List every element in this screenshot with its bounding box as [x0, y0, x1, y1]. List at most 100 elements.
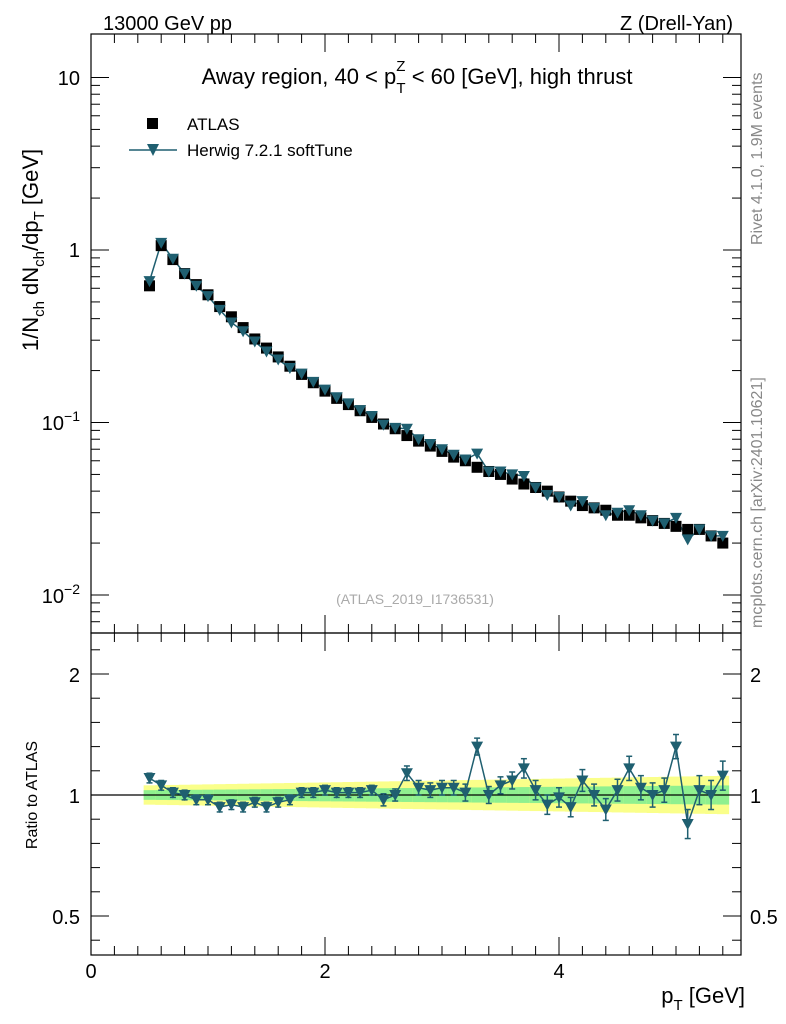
- ratio-point: [225, 799, 238, 811]
- ratio-point: [307, 787, 320, 799]
- herwig-point: [365, 411, 378, 423]
- herwig-point: [658, 518, 671, 530]
- ratio-point: [634, 782, 647, 794]
- ratio-point: [377, 794, 390, 806]
- herwig-point: [670, 512, 682, 524]
- herwig-series: [143, 237, 729, 546]
- ratio-point: [529, 785, 542, 797]
- ratio-point: [319, 785, 331, 797]
- herwig-point: [202, 291, 214, 303]
- ratio-point: [588, 790, 601, 801]
- herwig-point: [319, 384, 331, 396]
- herwig-point: [471, 448, 484, 460]
- ratio-point: [447, 782, 460, 794]
- herwig-connector: [148, 241, 723, 541]
- herwig-point: [283, 362, 296, 374]
- herwig-point: [693, 524, 706, 536]
- herwig-point: [681, 534, 694, 546]
- herwig-point: [225, 317, 238, 329]
- y-tick-label-1: 1: [69, 240, 80, 262]
- herwig-point: [389, 422, 402, 434]
- ratio-point: [412, 782, 425, 794]
- ratio-point: [553, 792, 565, 804]
- ratio-point: [705, 790, 718, 801]
- herwig-point: [237, 326, 250, 338]
- ratio-point: [681, 819, 694, 831]
- x-tick-label-0: 0: [85, 961, 96, 983]
- ratio-point: [190, 794, 203, 806]
- ratio-point: [248, 797, 261, 809]
- herwig-point: [517, 470, 530, 482]
- ratio-point: [611, 785, 624, 797]
- y-tick-label-0p01: 10−2: [42, 581, 80, 608]
- atlas-point: [401, 430, 413, 442]
- ratio-point: [517, 763, 530, 775]
- y-tick-label-0p1: 10−1: [42, 408, 80, 435]
- ratio-point: [272, 797, 285, 809]
- herwig-point: [494, 466, 507, 478]
- herwig-point: [330, 392, 343, 404]
- atlas-point: [717, 537, 729, 549]
- herwig-point: [155, 237, 168, 249]
- ratio-point: [646, 790, 659, 801]
- herwig-point: [412, 434, 425, 446]
- herwig-point: [506, 469, 519, 481]
- legend-atlas-marker: [147, 118, 158, 129]
- ratio-point: [155, 780, 168, 792]
- analysis-watermark: (ATLAS_2019_I1736531): [336, 591, 494, 607]
- herwig-point: [342, 398, 355, 410]
- x-axis-label: pT [GeV]: [661, 983, 745, 1014]
- herwig-point: [611, 507, 624, 519]
- atlas-point: [518, 478, 530, 490]
- ratio-point: [424, 785, 437, 797]
- herwig-point: [623, 505, 636, 517]
- ratio-point: [716, 770, 729, 782]
- ratio-tick-label-2-right: 2: [750, 665, 761, 687]
- atlas-point: [471, 461, 483, 473]
- ratio-point: [166, 787, 179, 799]
- header-left: 13000 GeV pp: [103, 13, 232, 35]
- x-tick-label-2: 2: [319, 961, 330, 983]
- ratio-point: [260, 802, 273, 814]
- ratio-point: [143, 773, 156, 785]
- ratio-point: [400, 768, 413, 780]
- plot-title: Away region, 40 < pZ T < 60 [GeV], high t…: [202, 58, 633, 97]
- ratio-point: [693, 785, 706, 797]
- herwig-point: [377, 419, 390, 431]
- herwig-point: [459, 454, 472, 466]
- ratio-tick-label-0p5-right: 0.5: [750, 907, 778, 929]
- herwig-point: [400, 423, 413, 435]
- herwig-point: [260, 346, 273, 358]
- ratio-series: [143, 733, 729, 840]
- y-tick-label-10: 10: [58, 68, 80, 90]
- herwig-point: [436, 444, 448, 456]
- legend-herwig-label: Herwig 7.2.1 softTune: [187, 141, 353, 160]
- ratio-axis-label: Ratio to ATLAS: [24, 741, 41, 849]
- atlas-point: [682, 523, 694, 535]
- main-axis-ticks: [90, 34, 741, 633]
- ratio-point: [459, 787, 472, 799]
- herwig-point: [143, 276, 156, 288]
- ratio-tick-label-1-right: 1: [750, 786, 761, 808]
- atlas-point: [670, 520, 682, 532]
- herwig-point: [272, 354, 285, 366]
- ratio-point: [237, 802, 250, 814]
- mcplots-label: mcplots.cern.ch [arXiv:2401.10621]: [749, 377, 766, 628]
- herwig-point: [553, 491, 565, 503]
- herwig-point: [190, 280, 203, 292]
- atlas-point: [225, 311, 237, 323]
- ratio-point: [576, 775, 589, 787]
- ratio-point: [178, 790, 191, 801]
- rivet-label: Rivet 4.1.0, 1.9M events: [749, 72, 766, 245]
- herwig-point: [307, 376, 320, 388]
- ratio-axis-ticks: [90, 633, 741, 955]
- herwig-point: [354, 405, 367, 417]
- ratio-point: [213, 802, 226, 814]
- herwig-point: [705, 530, 718, 542]
- ratio-point: [365, 785, 378, 797]
- herwig-point: [634, 510, 647, 522]
- ratio-point: [342, 787, 355, 799]
- legend-herwig-marker: [147, 144, 159, 156]
- header-right: Z (Drell-Yan): [620, 13, 733, 35]
- ratio-point: [471, 741, 484, 753]
